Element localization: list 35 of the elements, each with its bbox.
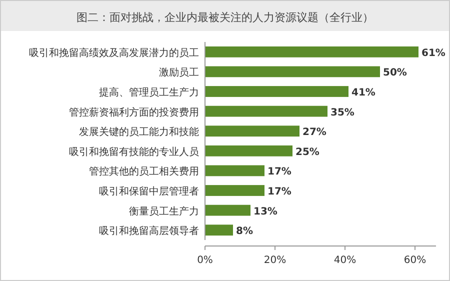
x-tick-label: 60% (404, 255, 426, 266)
y-tick-label: 吸引和挽留高绩效及高发展潜力的员工 (29, 46, 199, 59)
bar (205, 224, 233, 236)
data-label: 61% (422, 48, 446, 59)
y-tick-label: 吸引和保留中层管理者 (99, 186, 199, 198)
x-tick-label: 0% (197, 255, 213, 266)
bar (205, 86, 348, 97)
bar (205, 145, 292, 156)
data-label: 41% (352, 88, 376, 98)
y-tick-label: 吸引和挽留有技能的专业人员 (69, 146, 199, 158)
bar (205, 204, 250, 216)
data-label: 17% (268, 186, 292, 198)
bar (205, 185, 264, 196)
y-tick-label: 管控薪资福利方面的投资费用 (69, 106, 199, 118)
bar (205, 126, 300, 137)
data-label: 50% (383, 68, 407, 79)
y-tick-label: 发展关键的员工能力和技能 (79, 126, 199, 138)
y-tick-label: 衡量员工生产力 (129, 205, 199, 218)
y-tick-label: 管控其他的员工相关费用 (89, 166, 199, 178)
chart-title: 图二：面对挑战，企业内最被关注的人力资源议题（全行业） (76, 11, 374, 24)
bar (205, 165, 264, 176)
data-label: 27% (302, 127, 326, 138)
data-label: 13% (254, 206, 278, 218)
y-tick-label: 激励员工 (159, 66, 199, 79)
bar (205, 66, 380, 78)
x-tick-label: 20% (264, 255, 286, 266)
data-label: 17% (268, 166, 292, 178)
data-label: 8% (236, 226, 253, 238)
y-tick-label: 提高、管理员工生产力 (99, 86, 199, 98)
data-label: 25% (296, 146, 320, 158)
x-tick-label: 40% (334, 255, 356, 266)
y-tick-label: 吸引和挽留高层领导者 (99, 225, 199, 238)
bar (205, 46, 418, 58)
bar (205, 106, 328, 117)
data-label: 35% (330, 107, 354, 118)
